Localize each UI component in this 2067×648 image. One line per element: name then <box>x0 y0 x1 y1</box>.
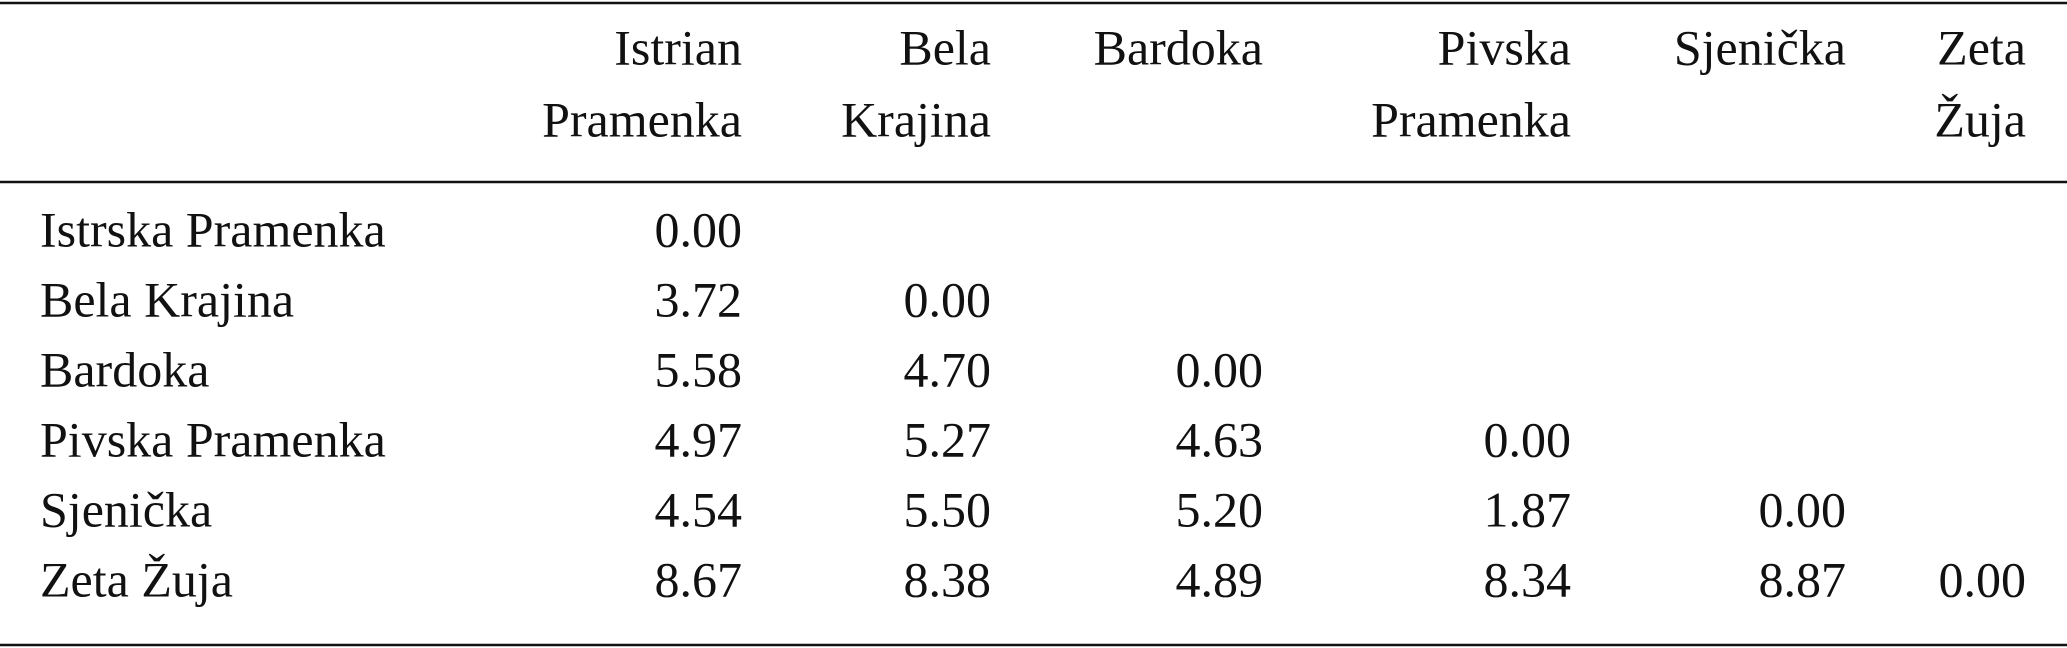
cell-value: 0.00 <box>655 201 743 257</box>
column-header: Zeta <box>1937 19 2026 75</box>
column-header: Žuja <box>1934 91 2026 147</box>
cell-value: 8.38 <box>904 551 992 607</box>
cell-value: 0.00 <box>1176 341 1264 397</box>
cell-value: 8.34 <box>1484 551 1572 607</box>
column-header: Istrian <box>614 19 742 75</box>
cell-value: 4.63 <box>1176 411 1264 467</box>
cell-value: 4.54 <box>655 481 743 537</box>
cell-value: 0.00 <box>1939 551 2027 607</box>
cell-value: 1.87 <box>1484 481 1572 537</box>
cell-value: 5.58 <box>655 341 743 397</box>
cell-value: 4.70 <box>904 341 992 397</box>
cell-value: 5.20 <box>1176 481 1264 537</box>
column-header: Bardoka <box>1094 19 1263 75</box>
cell-value: 5.50 <box>904 481 992 537</box>
column-header: Bela <box>899 19 991 75</box>
cell-value: 4.89 <box>1176 551 1264 607</box>
column-header: Pivska <box>1438 19 1571 75</box>
column-header: Pramenka <box>542 91 742 147</box>
cell-value: 0.00 <box>1759 481 1847 537</box>
cell-value: 8.67 <box>655 551 743 607</box>
column-header: Pramenka <box>1371 91 1571 147</box>
row-label: Bela Krajina <box>40 271 294 327</box>
cell-value: 0.00 <box>904 271 992 327</box>
row-label: Sjenička <box>40 481 212 537</box>
cell-value: 8.87 <box>1759 551 1847 607</box>
row-label: Istrska Pramenka <box>40 201 386 257</box>
row-label: Bardoka <box>40 341 209 397</box>
cell-value: 4.97 <box>655 411 743 467</box>
row-label: Pivska Pramenka <box>40 411 386 467</box>
column-header: Sjenička <box>1674 19 1846 75</box>
row-label: Zeta Žuja <box>40 551 233 607</box>
column-header: Krajina <box>841 91 991 147</box>
cell-value: 3.72 <box>655 271 743 327</box>
cell-value: 5.27 <box>904 411 992 467</box>
cell-value: 0.00 <box>1484 411 1572 467</box>
